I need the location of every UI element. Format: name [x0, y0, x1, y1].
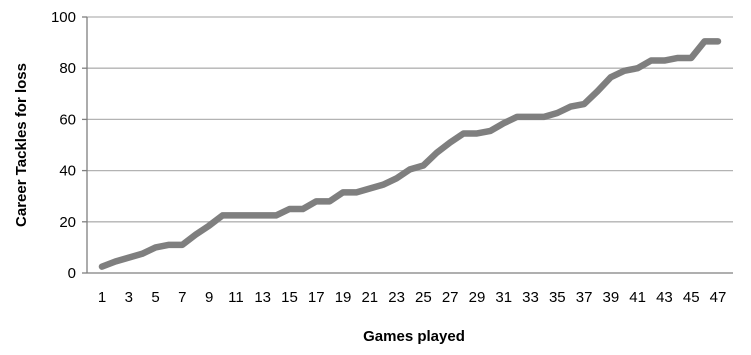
x-tick-label: 47: [710, 289, 727, 306]
y-tick-label: 0: [68, 265, 76, 282]
x-tick-label: 7: [178, 289, 186, 306]
x-tick-label: 13: [254, 289, 271, 306]
x-tick-label: 45: [683, 289, 700, 306]
x-axis-title: Games played: [363, 328, 465, 345]
gridlines: [87, 16, 733, 223]
x-tick-label: 5: [151, 289, 159, 306]
x-tick-label: 17: [308, 289, 325, 306]
y-axis-title: Career Tackles for loss: [13, 63, 30, 227]
series-line: [98, 38, 722, 270]
y-tick-label: 40: [59, 163, 76, 180]
x-tick-label: 31: [495, 289, 512, 306]
x-tick-label: 19: [335, 289, 352, 306]
x-tick-label: 1: [98, 289, 106, 306]
x-tick-label: 23: [388, 289, 405, 306]
x-tick-label: 11: [228, 289, 244, 306]
x-tick-label: 9: [205, 289, 213, 306]
y-tick-label: 100: [51, 9, 76, 26]
x-tick-label: 39: [603, 289, 620, 306]
x-tick-label: 15: [281, 289, 298, 306]
x-tick-label: 37: [576, 289, 593, 306]
x-tick-label: 3: [125, 289, 133, 306]
y-tick-label: 80: [59, 60, 76, 77]
y-tick-label: 20: [59, 214, 76, 231]
x-tick-label: 35: [549, 289, 566, 306]
x-tick-label: 21: [361, 289, 378, 306]
series-layer: [98, 38, 722, 270]
axes: [82, 16, 733, 274]
x-tick-label: 27: [442, 289, 459, 306]
x-tick-label: 33: [522, 289, 539, 306]
x-tick-label: 41: [629, 289, 646, 306]
x-tick-label: 43: [656, 289, 673, 306]
x-tick-label: 29: [469, 289, 486, 306]
y-tick-label: 60: [59, 111, 76, 128]
x-tick-label: 25: [415, 289, 432, 306]
